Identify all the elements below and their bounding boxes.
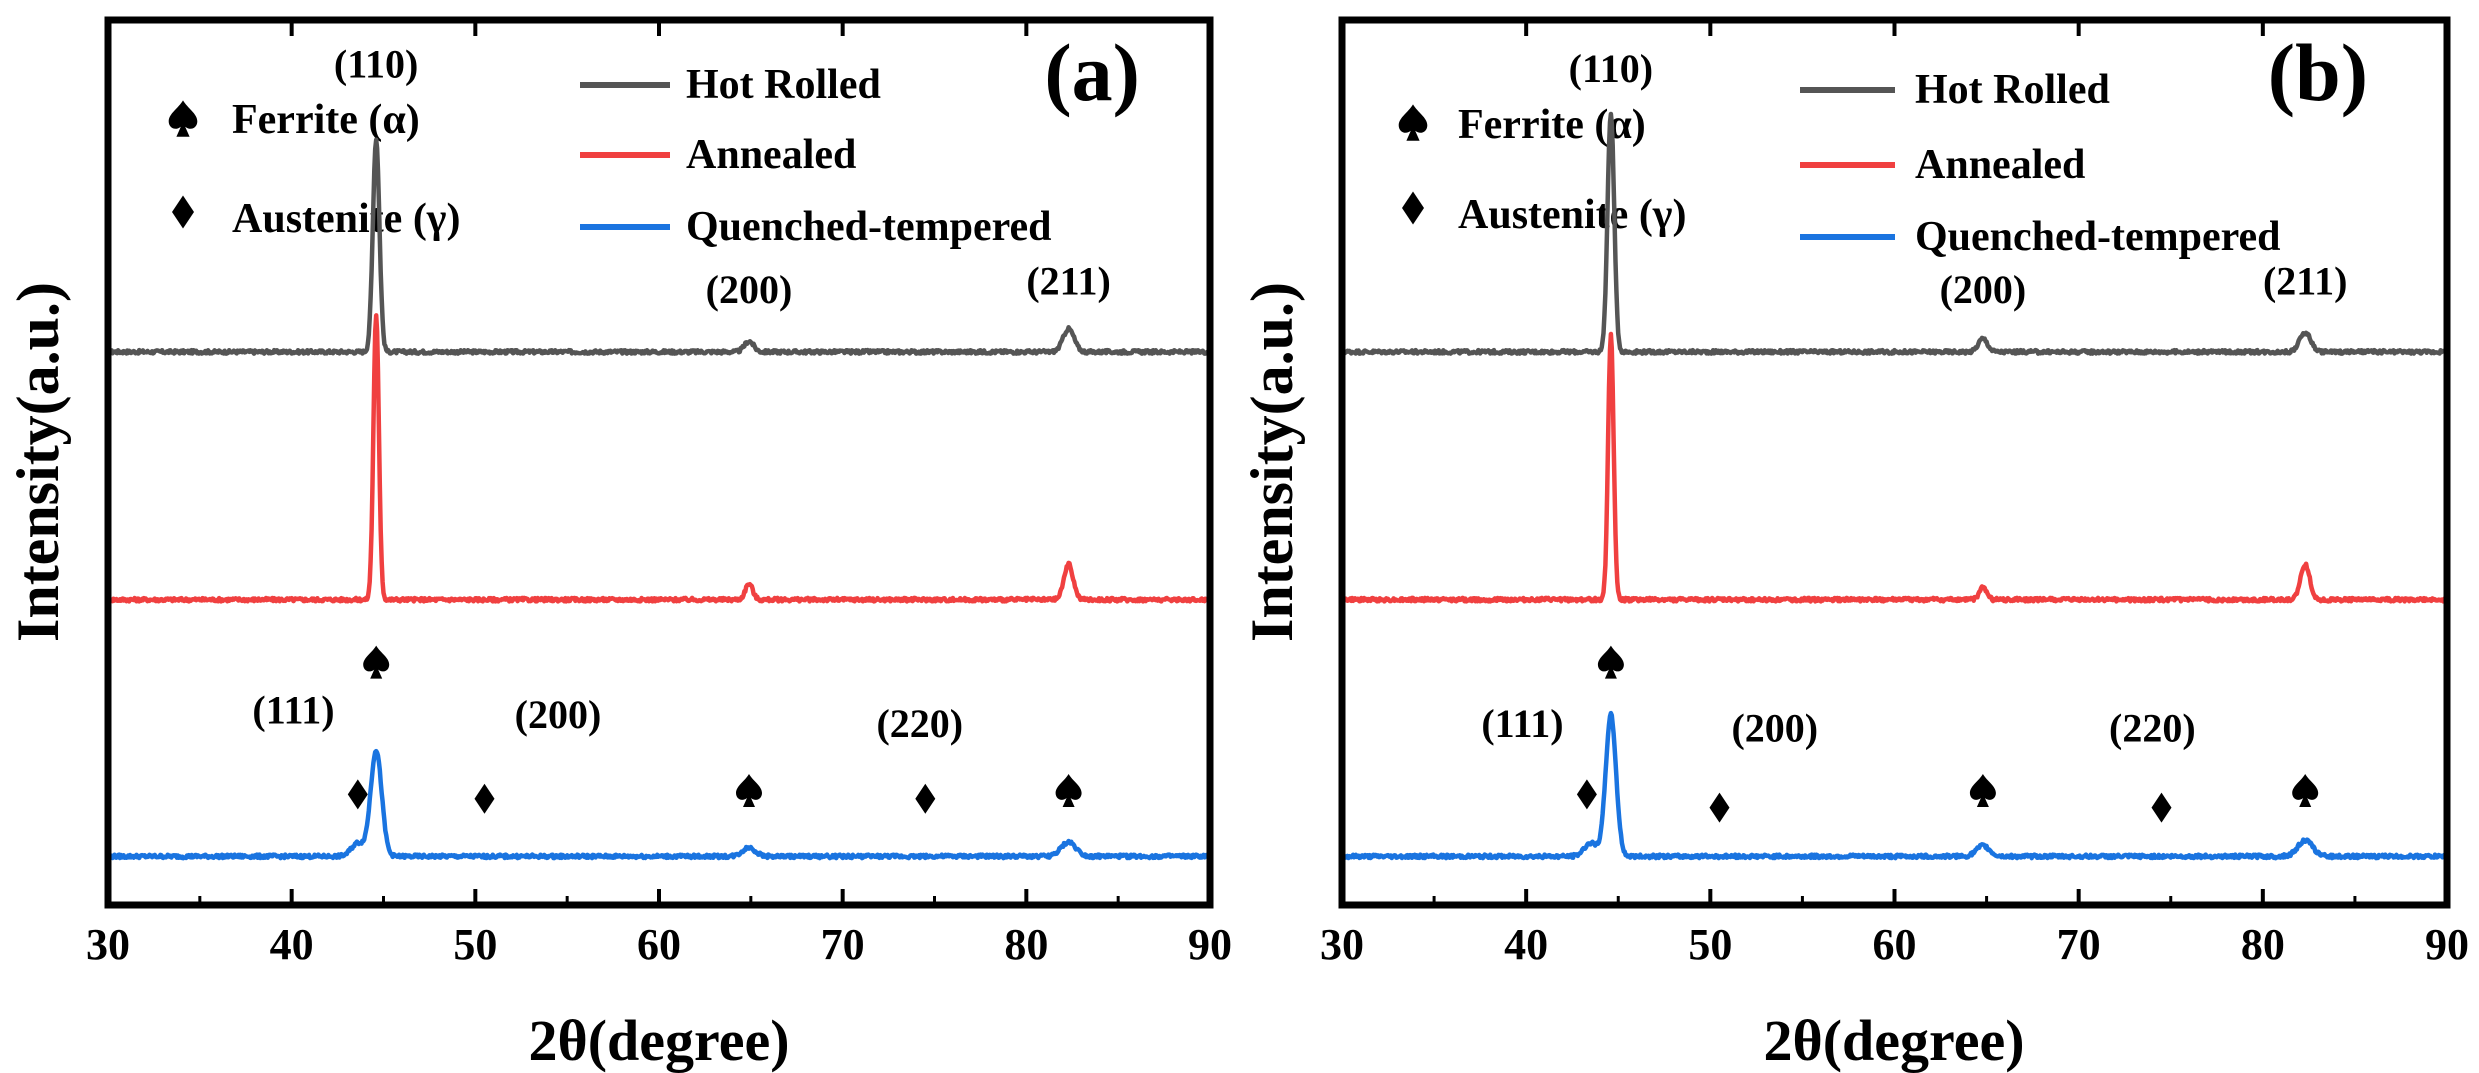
series-legend: Hot Rolled Annealed Quenched-tempered — [580, 62, 1052, 250]
x-axis-label: 2θ(degree) — [1763, 1008, 2024, 1073]
legend-quenched-tempered-label: Quenched-tempered — [686, 204, 1052, 250]
austenite-marker — [915, 783, 936, 814]
peak-index-label: (111) — [1481, 701, 1563, 746]
diamond-icon — [1402, 191, 1424, 225]
x-tick-label: 40 — [1504, 920, 1548, 969]
x-tick-label: 30 — [86, 920, 130, 969]
peak-index-label: (200) — [1731, 705, 1818, 750]
legend-austenite-label: Austenite (γ) — [1458, 192, 1686, 238]
phase-legend: Ferrite (α) Austenite (γ) — [168, 97, 460, 242]
x-tick-label: 60 — [1873, 920, 1917, 969]
peak-index-label: (200) — [515, 692, 602, 737]
x-tick-label: 70 — [821, 920, 865, 969]
spade-icon — [1398, 104, 1428, 141]
series-legend: Hot Rolled Annealed Quenched-tempered — [1800, 67, 2281, 260]
legend-ferrite-label: Ferrite (α) — [1458, 102, 1646, 148]
x-tick-label: 80 — [2241, 920, 2285, 969]
x-tick-label: 30 — [1320, 920, 1364, 969]
austenite-marker — [347, 779, 368, 810]
spade-shape — [1398, 104, 1428, 141]
panel-a: Intensity(a.u.) 2θ(degree) (a) Ferrite (… — [5, 16, 1232, 1073]
austenite-marker — [1576, 779, 1597, 810]
peak-index-label: (110) — [1569, 46, 1653, 91]
legend-hot-rolled-label: Hot Rolled — [1915, 67, 2110, 113]
series-line-hot-rolled — [106, 137, 1212, 356]
panel-label: (a) — [1044, 27, 1140, 118]
diamond-shape — [172, 195, 194, 229]
x-tick-label: 90 — [2425, 920, 2469, 969]
legend-annealed-label: Annealed — [686, 132, 856, 178]
spade-icon — [168, 100, 198, 137]
series-line-annealed — [105, 313, 1213, 604]
panel-b: Intensity(a.u.) 2θ(degree) (b) Ferrite (… — [1239, 16, 2469, 1073]
legend-annealed-label: Annealed — [1915, 142, 2085, 188]
diamond-icon — [172, 195, 194, 229]
peak-index-label: (200) — [1940, 267, 2027, 312]
ferrite-marker — [1597, 645, 1624, 679]
ferrite-marker — [736, 774, 762, 807]
y-axis-label: Intensity(a.u.) — [1239, 282, 1305, 642]
x-tick-label: 60 — [637, 920, 681, 969]
series-line-quenched-tempered — [1340, 710, 2450, 861]
legend-hot-rolled-label: Hot Rolled — [686, 62, 881, 108]
ferrite-marker — [363, 645, 390, 679]
peak-index-label: (110) — [334, 42, 418, 87]
x-tick-label: 70 — [2057, 920, 2101, 969]
series-line-quenched-tempered — [106, 748, 1213, 861]
peak-index-label: (211) — [2263, 258, 2347, 303]
legend-austenite-label: Austenite (γ) — [232, 196, 460, 242]
diamond-shape — [1402, 191, 1424, 225]
austenite-marker — [1709, 792, 1730, 823]
peak-index-label: (220) — [876, 701, 963, 746]
x-tick-label: 90 — [1188, 920, 1232, 969]
legend-quenched-tempered-label: Quenched-tempered — [1915, 214, 2281, 260]
series-line-hot-rolled — [1339, 111, 2449, 356]
y-axis-label: Intensity(a.u.) — [5, 282, 71, 642]
x-axis-label: 2θ(degree) — [528, 1008, 789, 1073]
series-line-annealed — [1340, 331, 2449, 604]
x-tick-label: 50 — [1688, 920, 1732, 969]
x-tick-label: 80 — [1004, 920, 1048, 969]
austenite-marker — [474, 783, 495, 814]
peak-index-label: (111) — [252, 688, 334, 733]
peak-index-label: (200) — [706, 267, 793, 312]
austenite-marker — [2151, 792, 2172, 823]
x-tick-label: 50 — [453, 920, 497, 969]
x-tick-label: 40 — [270, 920, 314, 969]
spade-shape — [168, 100, 198, 137]
legend-ferrite-label: Ferrite (α) — [232, 97, 420, 143]
ferrite-marker — [1055, 774, 1082, 807]
peak-index-label: (211) — [1026, 258, 1110, 303]
ferrite-marker — [1969, 774, 1996, 807]
peak-index-label: (220) — [2109, 705, 2196, 750]
ferrite-marker — [2292, 774, 2319, 807]
panel-label: (b) — [2268, 27, 2368, 118]
